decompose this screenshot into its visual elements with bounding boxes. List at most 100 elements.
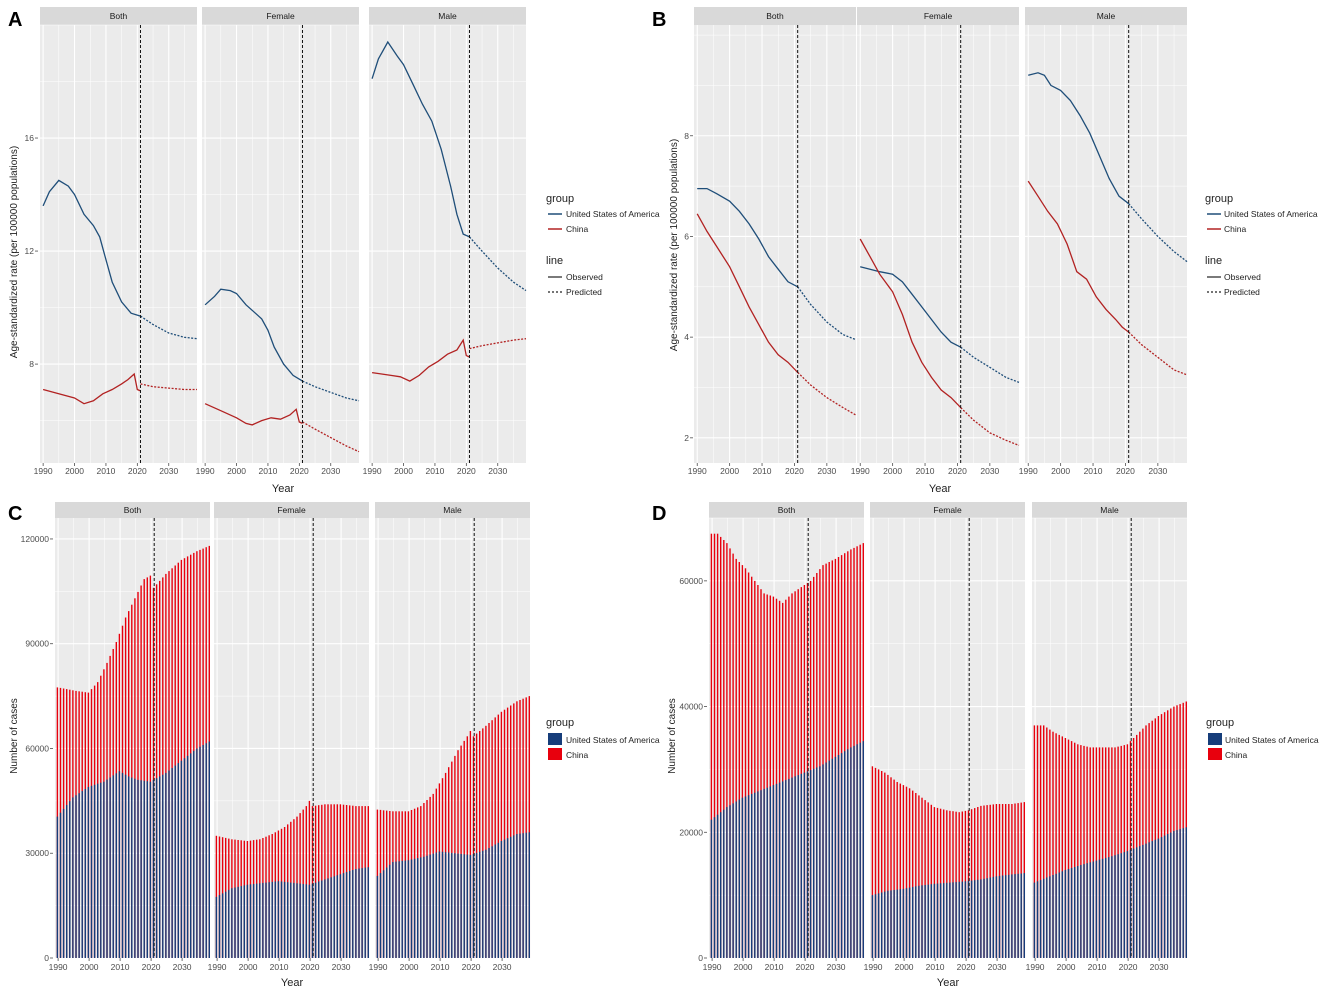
panel-label-b: B (652, 9, 666, 31)
chart-c-xtick-label: 2030 (493, 962, 512, 972)
chart-c-bar-usa-both (162, 774, 164, 958)
legend-b-usa-label: United States of America (1224, 209, 1318, 219)
chart-d-bar-usa-female (871, 895, 874, 958)
chart-d-bar-china-female (921, 797, 923, 958)
chart-d-bar-china-both (769, 595, 772, 958)
legend-d-usa-label: United States of America (1225, 735, 1319, 745)
chart-c-bar-usa-female (256, 883, 258, 958)
chart-d-xtick-label: 1990 (1026, 962, 1045, 972)
chart-c-bar-china-both (134, 598, 136, 958)
chart-d-bar-usa-both (769, 786, 772, 958)
chart-c-bar-usa-both (165, 772, 167, 958)
chart-b-china-predicted-line-both (797, 371, 857, 416)
chart-a-xtick-label: 1990 (363, 466, 382, 476)
chart-c-bar-usa-male (404, 860, 407, 958)
chart-c-bar-usa-female (311, 883, 314, 958)
chart-d-bar-usa-both (766, 787, 768, 958)
legend-b-observed-label: Observed (1224, 272, 1261, 282)
chart-d-bar-usa-both (816, 767, 818, 958)
chart-a-ytick-label: 16 (25, 133, 35, 143)
chart-b-ytick-label: 6 (684, 231, 689, 241)
chart-b-china-predicted-line-female (960, 407, 1020, 447)
chart-b-strip-label-both: Both (766, 11, 784, 21)
chart-d-bar-usa-female (881, 892, 883, 958)
chart-b-ytick-label: 4 (684, 332, 689, 342)
chart-c-bar-usa-male (466, 854, 469, 958)
chart-d-bar-usa-male (1080, 865, 1082, 958)
chart-d-bar-usa-male (1126, 851, 1129, 958)
chart-c-bar-usa-female (280, 881, 283, 958)
chart-b-xtick-label: 2010 (1084, 466, 1103, 476)
chart-c-bar-usa-male (438, 851, 441, 958)
legend-d: group United States of America China (1206, 717, 1319, 760)
chart-c-bar-usa-both (196, 748, 198, 958)
chart-c-bar-usa-both (199, 746, 201, 958)
chart-d-bar-usa-both (853, 745, 855, 958)
chart-a-china-observed-line-both (42, 372, 141, 405)
chart-d-bar-china-female (877, 769, 880, 958)
chart-d-bar-china-both (800, 587, 803, 958)
chart-a-usa-observed-line-male (371, 40, 470, 238)
chart-d-bar-china-female (890, 777, 892, 958)
chart-d-xtick-label: 2030 (988, 962, 1007, 972)
chart-d-bar-china-male (1101, 747, 1104, 958)
chart-d-bar-china-female (896, 782, 898, 958)
chart-c-strip-female (214, 502, 369, 518)
chart-d-bar-china-male (1067, 739, 1070, 958)
chart-c-bar-usa-male (382, 870, 385, 958)
chart-c-xtick-label: 2010 (270, 962, 289, 972)
chart-d-bar-usa-male (1077, 866, 1079, 958)
chart-d-bar-usa-male (1111, 856, 1113, 958)
chart-c-bar-usa-male (491, 846, 493, 958)
chart-c-ytick-label: 60000 (25, 743, 49, 753)
chart-b-plot: 2 4 6 8 Both 1990 2000 2010 2020 2030 Female 1990 20… (684, 7, 1188, 476)
chart-d-bar-china-male (1148, 723, 1150, 958)
chart-c-bar-usa-female (314, 882, 317, 958)
chart-d-bar-usa-female (967, 880, 970, 958)
chart-d-bar-usa-male (1046, 877, 1048, 958)
legend-a-group-title: group (546, 193, 574, 205)
chart-d-bar-china-male (1120, 745, 1122, 958)
chart-d-bar-china-both (754, 580, 756, 958)
chart-d-bar-china-male (1083, 745, 1085, 958)
chart-b-usa-predicted-line-both (797, 286, 857, 341)
legend-a-usa-label: United States of America (566, 209, 660, 219)
chart-d-bar-usa-both (744, 796, 747, 958)
chart-a-xtick-label: 2000 (65, 466, 84, 476)
chart-d-bar-usa-both (819, 766, 821, 958)
chart-c-ytick-label: 0 (44, 953, 49, 963)
chart-c-bar-china-male (488, 723, 490, 958)
chart-d-bar-usa-both (791, 777, 793, 958)
chart-c-bar-usa-both (183, 758, 186, 958)
chart-d-bar-china-male (1154, 718, 1157, 958)
legend-c-china-label: China (566, 750, 588, 760)
chart-d-bar-china-male (1157, 716, 1160, 958)
chart-c-bar-china-male (466, 736, 469, 958)
chart-c-bar-usa-both (97, 783, 99, 958)
chart-d-bar-usa-female (884, 891, 886, 958)
chart-a-ytick-label: 8 (29, 359, 34, 369)
chart-d-bar-usa-male (1173, 831, 1175, 958)
chart-d-bar-china-male (1061, 736, 1064, 958)
chart-c-bar-usa-female (342, 873, 345, 958)
chart-d-bar-china-male (1039, 725, 1042, 958)
chart-a-china-predicted-line-both (140, 383, 197, 391)
chart-c-bar-china-both (183, 558, 186, 958)
chart-d-bar-usa-male (1055, 873, 1057, 958)
chart-c-bar-usa-male (457, 853, 459, 958)
chart-d-xtick-label: 1990 (864, 962, 883, 972)
chart-c-bar-china-female (305, 806, 308, 958)
chart-a-usa-observed-line-female (204, 288, 303, 382)
chart-c-bar-usa-female (308, 884, 311, 958)
chart-d-bar-usa-male (1151, 841, 1153, 958)
chart-c-bar-usa-female (249, 884, 252, 958)
chart-d-bar-china-male (1117, 746, 1119, 958)
chart-d-bar-china-female (871, 766, 874, 958)
chart-a-china-observed-line-female (204, 403, 303, 426)
chart-b-panel-female (857, 25, 1019, 463)
chart-d-bar-china-both (806, 583, 809, 958)
chart-d-facet-male: Male 1990 2000 2010 2020 2030 (1026, 502, 1188, 972)
chart-d-bar-china-female (887, 774, 889, 958)
chart-a-panel-both (40, 25, 197, 463)
chart-c-xtick-label: 2010 (431, 962, 450, 972)
